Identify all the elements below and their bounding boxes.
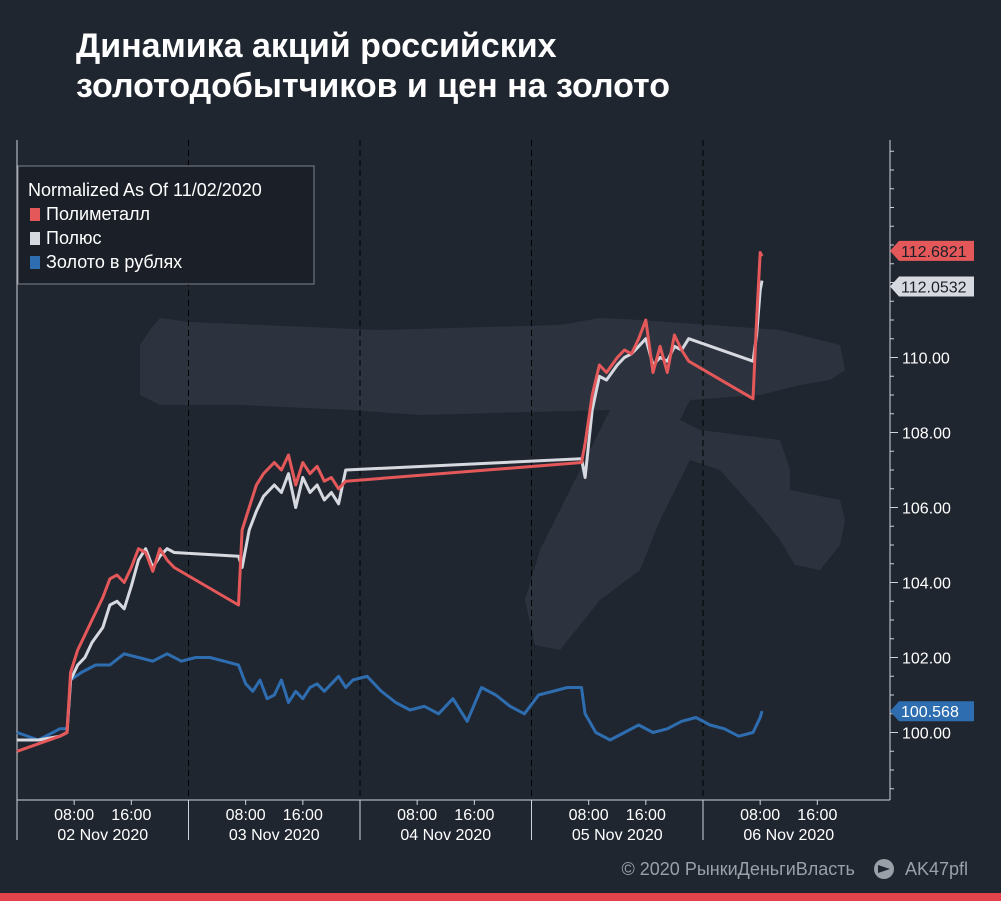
x-day-label: 04 Nov 2020: [400, 827, 491, 844]
last-value-badge: [890, 276, 974, 297]
rifle-silhouette-icon: [140, 318, 845, 650]
x-hour-label: 16:00: [797, 807, 837, 824]
last-value-badge: [890, 701, 974, 722]
last-value-label: 100.568: [901, 704, 959, 721]
y-tick-label: 110.00: [902, 351, 950, 368]
last-value-badge: [890, 240, 974, 261]
x-day-label: 06 Nov 2020: [743, 827, 834, 844]
x-hour-label: 08:00: [226, 807, 266, 824]
x-hour-label: 16:00: [111, 807, 151, 824]
page-title: Динамика акций российских золотодобытчик…: [76, 27, 670, 105]
x-hour-label: 16:00: [283, 807, 323, 824]
last-value-badges: 112.6821 112.0532 100.568: [890, 240, 974, 722]
x-hour-label: 08:00: [397, 807, 437, 824]
x-hour-label: 16:00: [454, 807, 494, 824]
legend-swatch: [30, 208, 40, 221]
y-tick-label: 108.00: [902, 426, 951, 443]
last-value-label: 112.0532: [901, 280, 967, 297]
footer: © 2020 РынкиДеньгиВласть AK47pfl: [0, 858, 968, 880]
y-tick-label: 104.00: [902, 576, 951, 593]
x-hour-label: 16:00: [626, 807, 666, 824]
channel-name: AK47pfl: [904, 858, 968, 879]
copyright-text: © 2020 РынкиДеньгиВласть: [621, 858, 855, 879]
series-layer: [16, 251, 764, 753]
legend-entry: Полиметалл: [46, 204, 150, 224]
legend-swatch: [30, 232, 40, 245]
series-line-0: [16, 251, 764, 753]
x-hour-label: 08:00: [569, 807, 609, 824]
accent-bar: [0, 893, 1001, 901]
x-day-label: 03 Nov 2020: [229, 827, 320, 844]
legend-entry: Полюс: [46, 228, 102, 248]
x-day-label: 05 Nov 2020: [572, 827, 663, 844]
legend-title: Normalized As Of 11/02/2020: [28, 180, 262, 200]
x-axis: 08:00 16:00 02 Nov 2020 08:00 16:00 03 Nov 20…: [54, 800, 837, 844]
x-hour-label: 08:00: [740, 807, 780, 824]
y-tick-label: 106.00: [902, 501, 951, 518]
telegram-icon: [873, 859, 894, 880]
legend-box: [17, 165, 315, 285]
legend-entry: Золото в рублях: [46, 252, 182, 272]
y-tick-label: 100.00: [902, 726, 951, 743]
legend-swatch: [30, 256, 40, 269]
series-line-2: [16, 652, 764, 742]
x-hour-label: 08:00: [54, 807, 94, 824]
x-day-label: 02 Nov 2020: [57, 827, 148, 844]
y-axis: 100.00 102.00 104.00 106.00 108.00 110.00: [890, 150, 951, 790]
last-value-label: 112.6821: [901, 244, 967, 261]
legend: Normalized As Of 11/02/2020 Полиметалл По…: [17, 165, 315, 285]
y-tick-label: 102.00: [902, 651, 951, 668]
